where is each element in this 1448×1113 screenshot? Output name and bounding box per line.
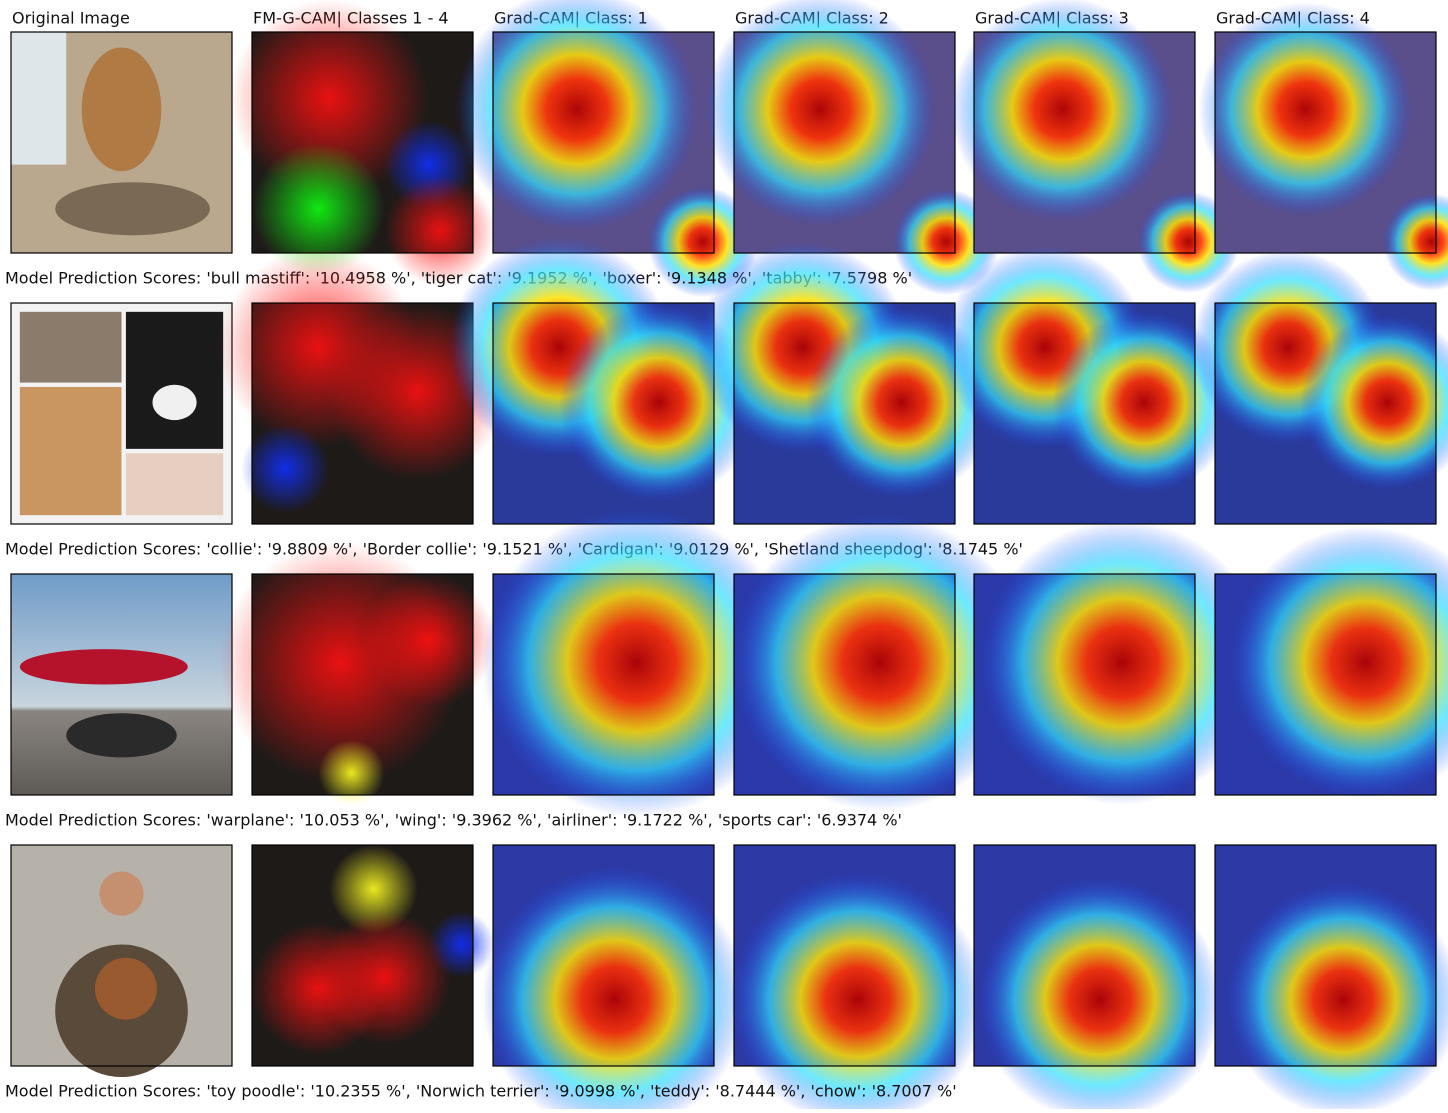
image-panel xyxy=(1214,844,1448,1113)
panel-border xyxy=(1214,302,1437,525)
heatmap-blob xyxy=(481,867,748,1113)
photo-shape xyxy=(125,453,224,516)
class-heat-blob xyxy=(252,142,385,276)
image-panel xyxy=(1198,2,1448,291)
panel-border xyxy=(1214,573,1437,796)
image-panel xyxy=(251,844,496,1067)
photo-shape xyxy=(19,649,188,685)
photo-shape xyxy=(11,32,67,165)
panel-border xyxy=(1214,844,1437,1067)
panel-border xyxy=(492,573,715,796)
heatmap-blob xyxy=(1226,883,1448,1113)
panel-border xyxy=(10,302,233,525)
photo-shape xyxy=(81,47,162,172)
column-header: Original Image xyxy=(12,9,130,28)
image-panel xyxy=(950,0,1240,293)
heatmap-blob xyxy=(893,188,1000,295)
image-panel xyxy=(229,0,496,287)
class-heat-blob xyxy=(384,175,496,287)
image-panel xyxy=(10,31,233,254)
heatmap-blob xyxy=(1299,314,1448,490)
photo-shape xyxy=(19,311,122,383)
heatmap-blob xyxy=(1229,526,1448,799)
prediction-caption: Model Prediction Scores: 'bull mastiff':… xyxy=(5,269,912,288)
image-panel xyxy=(1190,249,1448,525)
heatmap-blob xyxy=(950,0,1175,222)
class-heat-blob xyxy=(362,574,496,707)
heatmap-blob xyxy=(978,877,1222,1113)
heatmap-blob xyxy=(731,513,1029,811)
image-panel xyxy=(10,844,233,1078)
class-heat-blob xyxy=(229,0,429,198)
class-heat-blob xyxy=(318,739,385,807)
image-panel xyxy=(973,520,1265,805)
heatmap-blob xyxy=(1052,310,1236,494)
image-panel xyxy=(943,245,1236,525)
heatmap-blob xyxy=(1137,191,1240,293)
class-heat-blob xyxy=(240,424,330,513)
panel-border xyxy=(973,844,1196,1067)
panel-border xyxy=(733,573,956,796)
prediction-caption: Model Prediction Scores: 'warplane': '10… xyxy=(5,811,902,830)
heatmap-blob xyxy=(979,520,1265,805)
photo-shape xyxy=(99,871,144,916)
image-panel xyxy=(10,302,233,525)
panel-border xyxy=(10,844,233,1067)
image-panel xyxy=(481,507,792,818)
image-panel xyxy=(703,0,1000,295)
image-panel xyxy=(973,844,1222,1113)
photo-shape xyxy=(55,182,210,236)
panel-border xyxy=(733,844,956,1067)
photo-shape xyxy=(19,386,122,516)
panel-border xyxy=(251,573,474,796)
prediction-caption: Model Prediction Scores: 'toy poodle': '… xyxy=(5,1082,957,1101)
panel-border xyxy=(973,31,1196,254)
heatmap-blob xyxy=(1198,2,1413,217)
heatmap-blob xyxy=(1382,193,1448,291)
panel-border xyxy=(10,31,233,254)
photo-shape xyxy=(94,957,157,1020)
panel-border xyxy=(492,844,715,1067)
photo-shape xyxy=(66,713,177,758)
class-heat-blob xyxy=(318,911,451,1044)
image-panel xyxy=(10,573,233,796)
image-panel xyxy=(218,540,496,807)
image-panel xyxy=(731,513,1029,811)
image-panel xyxy=(730,844,986,1113)
heatmap-blob xyxy=(455,0,699,231)
image-panel xyxy=(1214,526,1448,799)
photo-shape xyxy=(125,311,224,449)
heatmap-blob xyxy=(730,872,986,1113)
panel-border xyxy=(973,573,1196,796)
class-heat-blob xyxy=(329,845,418,934)
panel-border xyxy=(1214,31,1437,254)
panel-border xyxy=(973,302,1196,525)
image-panel xyxy=(455,0,759,298)
image-panel xyxy=(218,247,507,525)
heatmap-blob xyxy=(703,0,937,227)
panel-border xyxy=(251,844,474,1067)
photo-shape xyxy=(152,384,197,421)
image-panel xyxy=(481,844,748,1113)
photo-shape xyxy=(11,574,232,795)
prediction-caption: Model Prediction Scores: 'collie': '9.88… xyxy=(5,540,1023,559)
